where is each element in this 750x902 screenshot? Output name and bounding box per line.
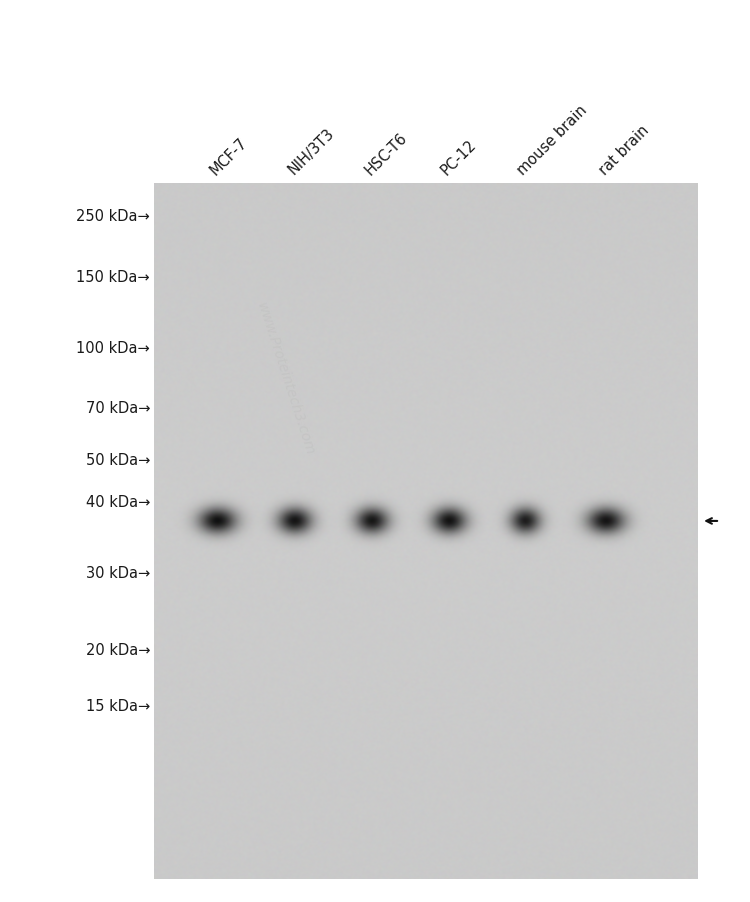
Text: 150 kDa→: 150 kDa→	[76, 270, 150, 284]
Text: NIH/3T3: NIH/3T3	[286, 126, 338, 178]
Text: mouse brain: mouse brain	[514, 102, 590, 178]
Text: 70 kDa→: 70 kDa→	[86, 400, 150, 415]
Text: 15 kDa→: 15 kDa→	[86, 698, 150, 713]
Text: 250 kDa→: 250 kDa→	[76, 209, 150, 224]
Text: 30 kDa→: 30 kDa→	[86, 566, 150, 580]
Text: 40 kDa→: 40 kDa→	[86, 494, 150, 509]
Text: www.Proteintech3.com: www.Proteintech3.com	[254, 300, 316, 457]
Text: HSC-T6: HSC-T6	[362, 130, 410, 178]
Text: 100 kDa→: 100 kDa→	[76, 341, 150, 355]
Text: 50 kDa→: 50 kDa→	[86, 453, 150, 467]
Text: MCF-7: MCF-7	[207, 134, 250, 178]
Text: rat brain: rat brain	[597, 123, 652, 178]
Text: PC-12: PC-12	[438, 137, 479, 178]
Text: 20 kDa→: 20 kDa→	[86, 642, 150, 657]
